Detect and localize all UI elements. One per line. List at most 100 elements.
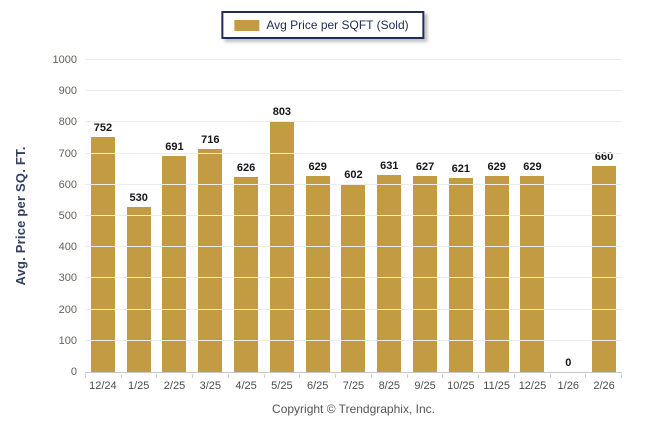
bar: 691: [162, 141, 187, 372]
x-axis-tick: [586, 374, 623, 378]
x-axis-labels: 12/24 1/25 2/25 3/25 4/25 5/25 6/25 7/25 8/25 9/2…: [85, 380, 622, 392]
bar-value-label: 629: [523, 160, 542, 173]
x-tick-label: 11/25: [483, 380, 511, 392]
x-axis-tick: [265, 374, 301, 378]
bar: 627: [413, 161, 438, 372]
x-tick-label: 6/25: [306, 380, 329, 392]
x-axis-tick: [479, 374, 515, 378]
bar-value-label: 621: [451, 163, 471, 176]
bar-cell: 602: [336, 60, 372, 372]
bar-value-label: 626: [236, 161, 256, 174]
gridline: [85, 277, 622, 279]
bar-cell: 631: [371, 60, 407, 372]
bar-value-label: 627: [415, 161, 435, 174]
x-tick-label: 2/26: [593, 380, 615, 392]
bar: 631: [377, 160, 402, 372]
bar-series: 752 530 691 716 626 803 629 602 631 627 621 629 629 0…: [85, 60, 622, 372]
bar: 629: [484, 161, 509, 372]
bar-cell: 629: [515, 60, 551, 372]
gridline: [85, 90, 622, 92]
x-axis-tick: [372, 374, 408, 378]
x-axis-tick: [122, 374, 158, 378]
bar: 629: [305, 161, 330, 372]
x-tick-label: 5/25: [271, 380, 293, 392]
gridline: [85, 152, 622, 154]
y-tick-label: 600: [58, 178, 77, 191]
y-tick-label: 200: [58, 303, 77, 316]
gridline: [85, 215, 622, 216]
x-tick-label: 3/25: [199, 380, 221, 392]
bar-cell: 716: [192, 60, 228, 372]
x-axis-tick: [515, 374, 551, 378]
x-axis-tick: [408, 374, 444, 378]
legend-label: Avg Price per SQFT (Sold): [266, 18, 409, 32]
bar-cell: 530: [121, 60, 157, 372]
bar-value-label: 716: [201, 133, 220, 146]
gridline: [85, 121, 622, 123]
y-axis-title: Avg. Price per SQ. FT.: [13, 146, 28, 286]
bar-cell: 621: [443, 60, 479, 372]
bar: 660: [592, 151, 617, 372]
bar-cell: 629: [300, 60, 336, 372]
x-axis-ticks: [85, 374, 623, 378]
bar: 716: [198, 134, 223, 372]
bar-value-label: 0: [565, 357, 572, 369]
bar: 752: [90, 122, 115, 372]
bar-cell: 627: [407, 60, 443, 372]
bar-value-label: 691: [165, 141, 184, 154]
gridline: [85, 308, 622, 310]
bar-value-label: 602: [344, 169, 363, 182]
y-tick-label: 100: [58, 334, 77, 347]
bar-cell: 660: [586, 60, 622, 372]
bar-value-label: 629: [487, 160, 506, 173]
x-axis-tick: [443, 374, 480, 378]
x-tick-label: 4/25: [235, 380, 257, 392]
x-tick-label: 9/25: [414, 380, 436, 392]
y-tick-label: 300: [58, 272, 77, 285]
y-tick-label: 400: [58, 241, 77, 254]
bar-value-label: 629: [308, 160, 327, 173]
bar-value-label: 631: [380, 160, 399, 173]
bar-cell: 803: [264, 60, 300, 372]
y-tick-label: 500: [58, 210, 77, 222]
x-tick-label: 10/25: [447, 380, 475, 392]
legend-swatch-icon: [234, 19, 260, 31]
x-axis-tick: [193, 374, 229, 378]
x-axis-tick: [300, 374, 337, 378]
bar-value-label: 803: [272, 106, 292, 119]
bar-cell: 752: [85, 60, 121, 372]
x-tick-label: 8/25: [378, 380, 400, 392]
x-axis-tick: [229, 374, 265, 378]
x-axis-tick: [551, 374, 587, 378]
bar: 530: [126, 192, 151, 372]
y-tick-label: 0: [70, 366, 77, 378]
legend-box: Avg Price per SQFT (Sold): [221, 11, 425, 39]
bar-cell: 626: [228, 60, 264, 372]
x-tick-label: 7/25: [342, 380, 365, 392]
bar-cell: 0: [550, 60, 586, 372]
x-axis-tick: [336, 374, 372, 378]
y-tick-label: 700: [58, 147, 77, 160]
gridline: [85, 59, 622, 60]
bar: 621: [448, 163, 473, 372]
y-tick-label: 900: [58, 85, 77, 98]
bar-value-label: 752: [93, 122, 113, 135]
bar: 629: [520, 161, 545, 372]
bar-value-label: 530: [129, 191, 148, 204]
bar-value-label: 660: [594, 151, 614, 164]
x-tick-label: 1/26: [557, 380, 579, 392]
bar-cell: 691: [157, 60, 193, 372]
footer-copyright: Copyright © Trendgraphix, Inc.: [272, 402, 435, 416]
x-tick-label: 2/25: [163, 380, 186, 392]
x-tick-label: 12/25: [518, 380, 547, 392]
x-axis-tick: [157, 374, 194, 378]
y-tick-label: 1000: [52, 54, 77, 66]
x-tick-label: 12/24: [89, 380, 117, 392]
x-axis-tick: [85, 374, 122, 378]
gridline: [85, 183, 622, 185]
x-tick-label: 1/25: [127, 380, 150, 392]
bar: 626: [234, 162, 259, 372]
gridline: [85, 246, 622, 248]
y-tick-label: 800: [58, 116, 77, 129]
gridline: [85, 339, 622, 341]
